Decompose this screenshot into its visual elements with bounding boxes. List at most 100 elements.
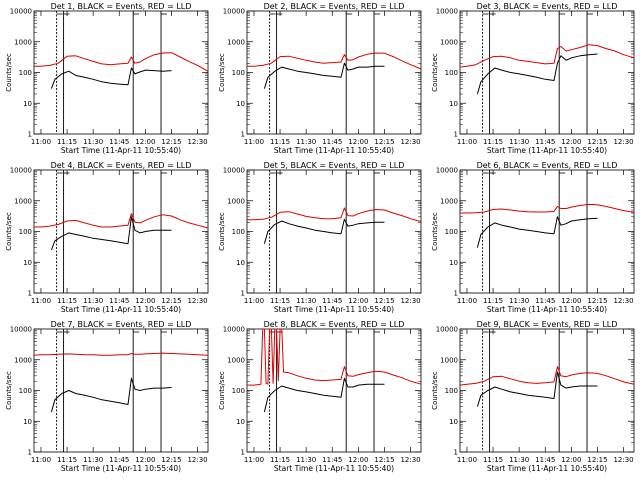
detector-panel: Det 8, BLACK = Events, RED = LLD 11:00 11:… — [218, 320, 422, 473]
y-axis-label: Counts/sec — [431, 371, 439, 410]
y-tick-label: 10 — [23, 259, 32, 267]
y-axis-label: Counts/sec — [218, 371, 226, 410]
y-tick-label: 1 — [241, 290, 245, 298]
x-tick-label: 12:00 — [135, 297, 155, 305]
x-tick-label: 11:15 — [483, 456, 503, 464]
x-tick-label: 11:45 — [322, 297, 342, 305]
panel-title: Det 2, BLACK = Events, RED = LLD — [264, 2, 405, 11]
detector-panel: Det 2, BLACK = Events, RED = LLD 11:00 11:… — [218, 2, 422, 155]
series-events-line — [263, 62, 385, 89]
y-tick-label: 1000 — [440, 197, 458, 205]
detector-panel: Det 6, BLACK = Events, RED = LLD 11:00 11:… — [431, 161, 635, 314]
x-tick-label: 11:30 — [509, 297, 529, 305]
x-tick-label: 11:30 — [296, 138, 316, 146]
x-tick-label: 11:45 — [535, 138, 555, 146]
x-tick-label: 11:30 — [296, 456, 316, 464]
x-tick-label: 12:00 — [348, 297, 368, 305]
y-axis-label: Counts/sec — [5, 371, 13, 410]
x-tick-label: 11:15 — [57, 456, 77, 464]
y-tick-label: 10 — [236, 418, 245, 426]
axes-frame — [33, 328, 209, 453]
y-tick-label: 10000 — [223, 326, 245, 334]
y-axis-label: Counts/sec — [431, 53, 439, 92]
panel-title: Det 6, BLACK = Events, RED = LLD — [477, 161, 618, 170]
y-tick-label: 1 — [454, 290, 458, 298]
y-tick-label: 10 — [449, 259, 458, 267]
x-tick-label: 12:30 — [187, 456, 207, 464]
series-lld-line — [34, 52, 209, 72]
y-tick-label: 100 — [19, 69, 32, 77]
x-tick-label: 11:00 — [457, 138, 477, 146]
x-tick-label: 11:45 — [322, 138, 342, 146]
y-tick-label: 100 — [232, 387, 245, 395]
y-tick-label: 10000 — [436, 167, 458, 175]
panel-title: Det 8, BLACK = Events, RED = LLD — [264, 320, 405, 329]
axes-frame — [33, 169, 209, 294]
y-axis-label: Counts/sec — [218, 53, 226, 92]
detector-panel: Det 5, BLACK = Events, RED = LLD 11:00 11:… — [218, 161, 422, 314]
panel-title: Det 5, BLACK = Events, RED = LLD — [264, 161, 405, 170]
x-tick-label: 12:30 — [613, 297, 633, 305]
y-axis-label: Counts/sec — [5, 212, 13, 251]
panel-title: Det 4, BLACK = Events, RED = LLD — [51, 161, 192, 170]
x-tick-label: 12:00 — [348, 138, 368, 146]
y-tick-label: 1 — [241, 131, 245, 139]
x-tick-label: 11:00 — [31, 138, 51, 146]
x-tick-label: 12:15 — [161, 297, 181, 305]
x-tick-label: 11:15 — [270, 456, 290, 464]
y-tick-label: 10000 — [10, 326, 32, 334]
x-axis-label: Start Time (11-Apr-11 10:55:40) — [61, 464, 181, 473]
y-tick-label: 10000 — [223, 167, 245, 175]
detector-panel: Det 9, BLACK = Events, RED = LLD 11:00 11:… — [431, 320, 635, 473]
y-tick-label: 1 — [28, 290, 32, 298]
x-axis-label: Start Time (11-Apr-11 10:55:40) — [61, 146, 181, 155]
x-tick-label: 12:15 — [374, 297, 394, 305]
y-tick-label: 1000 — [227, 38, 245, 46]
series-events-line — [476, 53, 598, 95]
x-tick-label: 11:15 — [57, 138, 77, 146]
x-tick-label: 11:30 — [83, 456, 103, 464]
x-axis-label: Start Time (11-Apr-11 10:55:40) — [487, 464, 607, 473]
x-tick-label: 11:15 — [57, 297, 77, 305]
axes-frame — [33, 10, 209, 135]
x-tick-label: 11:00 — [31, 297, 51, 305]
y-tick-label: 10 — [236, 259, 245, 267]
x-tick-label: 12:15 — [587, 138, 607, 146]
y-tick-label: 10 — [236, 100, 245, 108]
x-tick-label: 11:00 — [457, 297, 477, 305]
x-tick-label: 12:00 — [348, 456, 368, 464]
y-tick-label: 1000 — [227, 356, 245, 364]
y-tick-label: 10000 — [10, 167, 32, 175]
x-tick-label: 12:15 — [587, 456, 607, 464]
x-tick-label: 12:30 — [187, 138, 207, 146]
y-tick-label: 10 — [23, 418, 32, 426]
x-tick-label: 12:30 — [613, 456, 633, 464]
x-tick-label: 11:30 — [83, 138, 103, 146]
x-tick-label: 11:45 — [535, 456, 555, 464]
y-tick-label: 10000 — [436, 8, 458, 16]
series-lld-line — [247, 207, 422, 223]
x-tick-label: 12:30 — [400, 138, 420, 146]
x-tick-label: 11:30 — [509, 138, 529, 146]
x-tick-label: 11:00 — [244, 456, 264, 464]
x-tick-label: 12:00 — [135, 138, 155, 146]
detector-panel: Det 1, BLACK = Events, RED = LLD 11:00 11:… — [5, 2, 209, 155]
axes-frame — [246, 328, 422, 453]
series-events-line — [476, 371, 598, 407]
series-events-line — [50, 377, 172, 413]
x-tick-label: 11:15 — [270, 138, 290, 146]
x-tick-label: 12:30 — [187, 297, 207, 305]
y-tick-label: 100 — [445, 228, 458, 236]
y-axis-label: Counts/sec — [431, 212, 439, 251]
axes-frame — [459, 328, 635, 453]
series-events-line — [50, 216, 172, 251]
x-axis-label: Start Time (11-Apr-11 10:55:40) — [274, 305, 394, 314]
x-tick-label: 11:30 — [296, 297, 316, 305]
x-tick-label: 12:15 — [161, 456, 181, 464]
x-tick-label: 11:30 — [509, 456, 529, 464]
y-tick-label: 1 — [454, 449, 458, 457]
y-tick-label: 1000 — [14, 356, 32, 364]
series-lld-line — [247, 328, 422, 386]
y-tick-label: 1 — [28, 131, 32, 139]
x-tick-label: 12:00 — [561, 297, 581, 305]
